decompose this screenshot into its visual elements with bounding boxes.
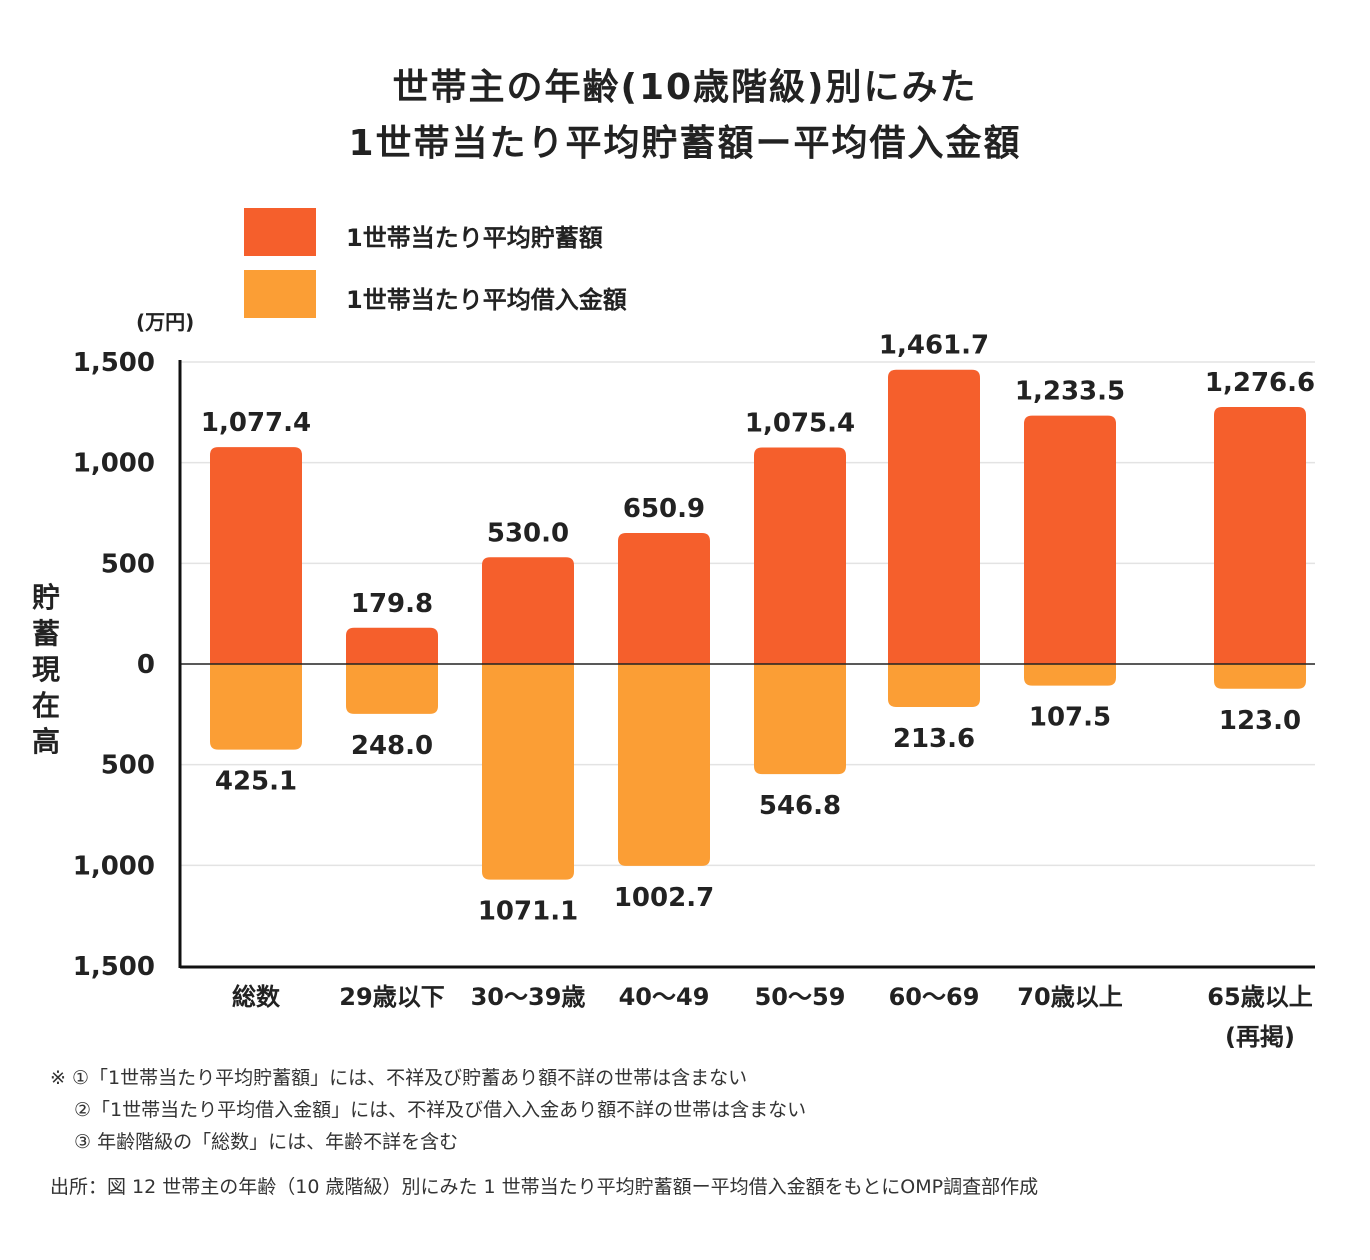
bar-savings — [482, 557, 574, 664]
x-tick-label: 30～39歳 — [471, 983, 586, 1011]
data-label-savings: 650.9 — [623, 494, 705, 524]
y-tick-label: 1,500 — [73, 348, 155, 378]
data-label-debt: 1071.1 — [478, 897, 578, 927]
x-tick-label: 60～69 — [889, 983, 980, 1011]
data-label-debt: 123.0 — [1219, 706, 1301, 736]
bar-debt — [754, 664, 846, 775]
bar-debt — [1024, 664, 1116, 686]
data-label-savings: 530.0 — [487, 518, 569, 548]
y-axis-label: 貯蓄現在高 — [31, 581, 60, 758]
footnotes: ※ ①「1世帯当たり平均貯蓄額」には、不祥及び貯蓄あり額不詳の世帯は含まない ②… — [50, 1062, 806, 1158]
bar-savings — [210, 447, 302, 664]
footnote-3: ③ 年齢階級の「総数」には、年齢不詳を含む — [74, 1131, 459, 1153]
legend-swatch-savings — [244, 208, 316, 256]
y-tick-label: 500 — [101, 751, 155, 781]
bar-savings — [1214, 406, 1306, 664]
y-tick-label: 500 — [101, 549, 155, 579]
x-tick-label: 40～49 — [619, 983, 710, 1011]
y-tick-label: 1,000 — [73, 449, 155, 479]
data-label-savings: 1,276.6 — [1205, 368, 1315, 398]
chart-title-line-1: 世帯主の年齢(10歳階級)別にみた — [392, 67, 978, 108]
bar-savings — [1024, 415, 1116, 664]
x-tick-label: 29歳以下 — [339, 983, 444, 1011]
x-tick-label: 総数 — [232, 983, 281, 1011]
data-label-debt: 248.0 — [351, 731, 433, 761]
chart-title-line-2: 1世帯当たり平均貯蓄額ー平均借入金額 — [348, 123, 1022, 164]
data-label-savings: 179.8 — [351, 589, 433, 619]
data-label-savings: 1,077.4 — [201, 408, 311, 438]
y-tick-label: 1,000 — [73, 851, 155, 881]
data-label-debt: 213.6 — [893, 724, 975, 754]
bar-savings — [888, 369, 980, 664]
bar-debt — [618, 664, 710, 866]
legend-swatch-debt — [244, 270, 316, 318]
source-note: 出所：図 12 世帯主の年齢（10 歳階級）別にみた 1 世帯当たり平均貯蓄額ー… — [50, 1176, 1039, 1198]
bar-chart: 1,500 1,000 500 0 500 1,000 1,500 1,077.4 425.1 総… — [73, 331, 1315, 1051]
bar-savings — [346, 627, 438, 664]
data-label-savings: 1,233.5 — [1015, 377, 1125, 407]
unit-label: (万円) — [136, 310, 195, 334]
x-tick-label: 70歳以上 — [1017, 983, 1122, 1011]
data-label-debt: 1002.7 — [614, 883, 714, 913]
x-tick-label: 65歳以上 — [1207, 983, 1312, 1011]
data-label-debt: 107.5 — [1029, 703, 1111, 733]
legend-label-savings: 1世帯当たり平均貯蓄額 — [346, 224, 603, 252]
bar-debt — [210, 664, 302, 750]
bar-savings — [618, 532, 710, 664]
y-tick-label: 0 — [137, 650, 155, 680]
bar-debt — [482, 664, 574, 880]
legend-label-debt: 1世帯当たり平均借入金額 — [346, 286, 627, 314]
data-label-savings: 1,075.4 — [745, 408, 855, 438]
data-label-debt: 546.8 — [759, 791, 841, 821]
x-tick-label: (再掲) — [1225, 1023, 1295, 1051]
data-label-debt: 425.1 — [215, 767, 297, 797]
bar-savings — [754, 447, 846, 664]
y-tick-label: 1,500 — [73, 952, 155, 982]
footnote-2: ②「1世帯当たり平均借入金額」には、不祥及び借入入金あり額不詳の世帯は含まない — [74, 1099, 807, 1121]
x-tick-label: 50～59 — [755, 983, 846, 1011]
bar-debt — [888, 664, 980, 708]
data-label-savings: 1,461.7 — [879, 331, 989, 361]
bar-debt — [346, 664, 438, 714]
bar-debt — [1214, 664, 1306, 689]
footnote-1: ※ ①「1世帯当たり平均貯蓄額」には、不祥及び貯蓄あり額不詳の世帯は含まない — [50, 1067, 748, 1089]
